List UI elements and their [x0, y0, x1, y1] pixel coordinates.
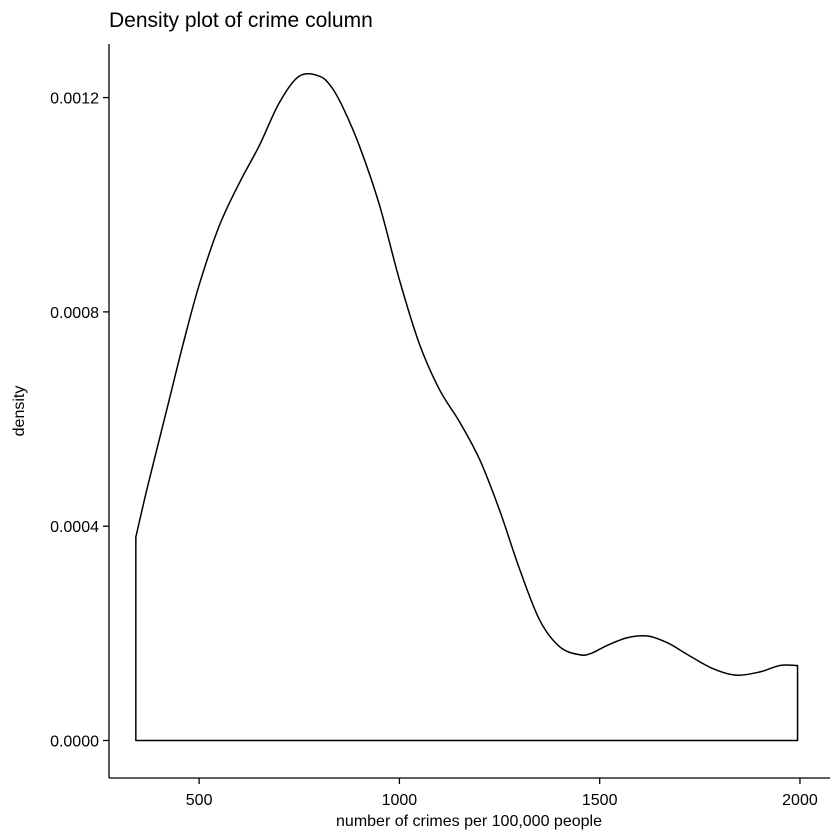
chart-title: Density plot of crime column [109, 9, 373, 32]
density-curve [135, 72, 799, 742]
x-tick-label: 500 [186, 792, 213, 809]
x-axis-label: number of crimes per 100,000 people [336, 813, 602, 830]
y-tick-label: 0.0008 [50, 305, 99, 322]
x-tick-label: 1500 [582, 792, 618, 809]
y-tick-label: 0.0000 [50, 733, 99, 750]
y-tick-label: 0.0004 [50, 519, 99, 536]
x-tick-label: 2000 [782, 792, 818, 809]
y-axis-ticks: 0.0000 0.0004 0.0008 0.0012 [50, 91, 109, 750]
x-tick-label: 1000 [382, 792, 418, 809]
y-tick-label: 0.0012 [50, 91, 99, 108]
x-axis-ticks: 500 1000 1500 2000 [186, 778, 818, 809]
y-axis-label: density [11, 386, 28, 437]
